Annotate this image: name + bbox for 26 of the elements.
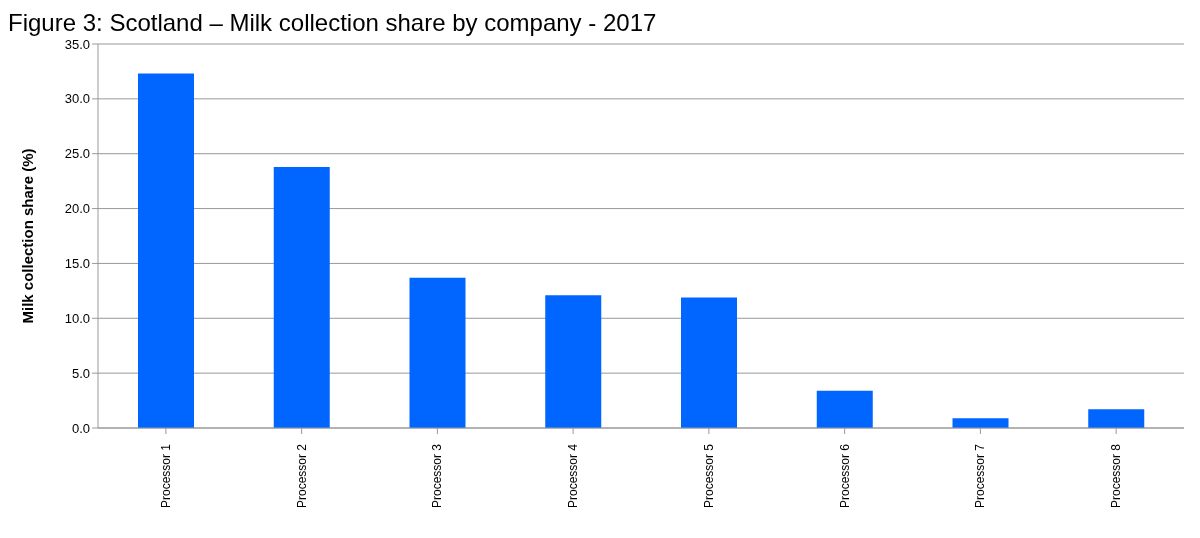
x-tick-label: Processor 2 xyxy=(294,443,309,509)
x-tick-label: Processor 5 xyxy=(701,443,716,509)
bar xyxy=(681,297,737,428)
bar xyxy=(1088,409,1145,428)
y-axis-title: Milk collection share (%) xyxy=(19,148,37,324)
bar xyxy=(138,73,194,428)
bar xyxy=(409,277,466,428)
y-tick-label: 5.0 xyxy=(71,365,90,381)
y-tick-label: 30.0 xyxy=(64,91,90,107)
bar xyxy=(273,166,330,428)
y-tick-label: 25.0 xyxy=(64,146,90,162)
y-tick-label: 0.0 xyxy=(71,420,90,436)
chart-title: Figure 3: Scotland – Milk collection share by company - 2017 xyxy=(8,8,658,38)
bar xyxy=(545,295,602,428)
bar xyxy=(816,390,873,428)
y-tick-label: 35.0 xyxy=(64,36,90,52)
x-tick-label: Processor 6 xyxy=(837,443,852,509)
x-tick-label: Processor 8 xyxy=(1109,443,1124,509)
y-tick-label: 20.0 xyxy=(64,201,90,217)
x-tick-label: Processor 7 xyxy=(973,443,988,509)
x-tick-label: Processor 1 xyxy=(158,443,173,509)
x-tick-label: Processor 3 xyxy=(430,443,445,509)
x-tick-label: Processor 4 xyxy=(566,443,581,509)
bar xyxy=(952,418,1009,428)
y-tick-label: 10.0 xyxy=(64,310,90,326)
y-tick-label: 15.0 xyxy=(64,256,90,272)
